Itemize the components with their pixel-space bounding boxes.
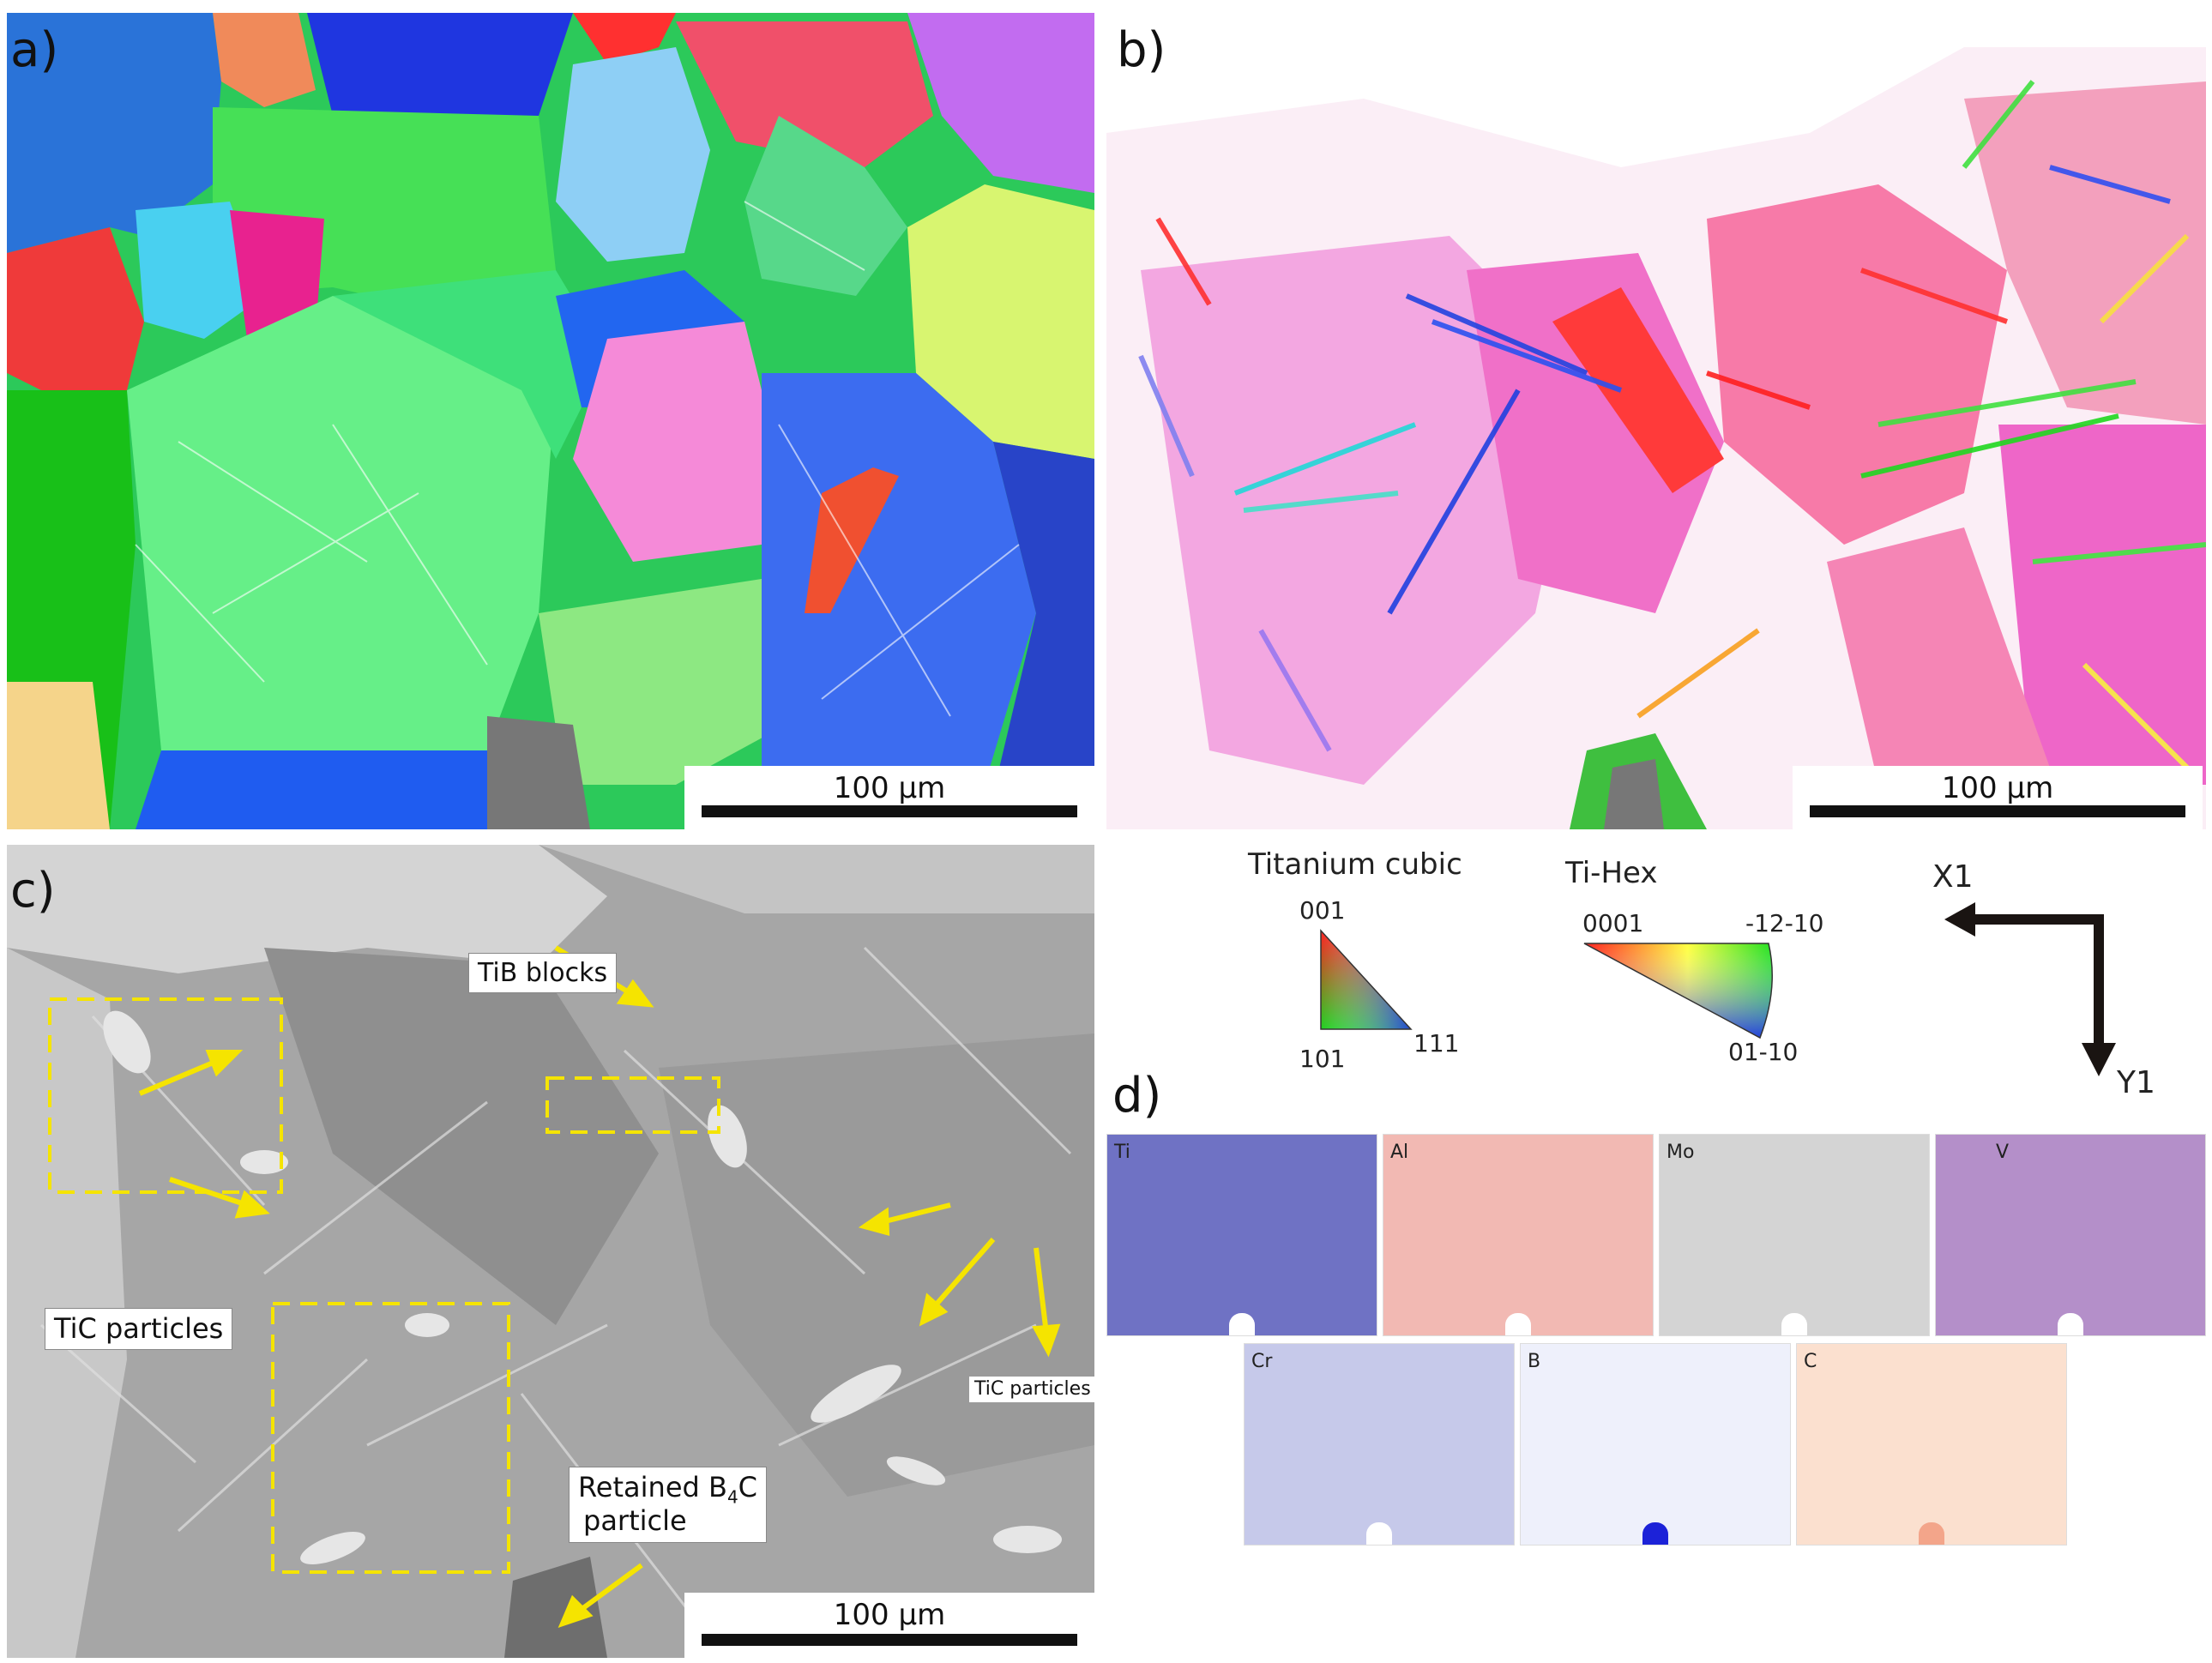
panel-b-scalebar-label: 100 μm <box>1941 771 2054 805</box>
panel-a-ebsd-map: a) 100 μm <box>7 13 1094 829</box>
eds-map-v-artifact <box>2058 1313 2083 1335</box>
panel-d-letter: d) <box>1112 1068 1162 1124</box>
panel-b-letter: b) <box>1117 22 1166 78</box>
retained-b4c-text-line2: particle <box>583 1504 687 1538</box>
tib-blocks-label: TiB blocks <box>468 953 618 993</box>
axis-x1-label: X1 <box>1932 859 1974 895</box>
hex-legend-0001: 0001 <box>1582 909 1644 937</box>
retained-b4c-text-pre: Retained B <box>578 1471 727 1503</box>
cubic-legend-111: 111 <box>1413 1029 1460 1057</box>
panel-c-scalebar: 100 μm <box>684 1593 1094 1658</box>
eds-map-al-artifact <box>1505 1313 1531 1335</box>
panel-b-grain-image <box>1106 47 2206 829</box>
panel-c-scalebar-label: 100 μm <box>833 1598 946 1632</box>
panel-b-ebsd-map: b) 100 μm <box>1106 13 2206 829</box>
cubic-legend-101: 101 <box>1299 1045 1346 1073</box>
panel-a-letter: a) <box>10 22 59 78</box>
eds-map-mo-artifact <box>1781 1313 1807 1335</box>
cubic-legend-001: 001 <box>1299 896 1346 925</box>
eds-map-c: C <box>1796 1343 2067 1546</box>
eds-map-al: Al <box>1383 1134 1654 1336</box>
eds-map-mo: Mo <box>1659 1134 1930 1336</box>
tic-particles-small-label: TiC particles <box>969 1377 1094 1403</box>
eds-map-v-label: V <box>1996 1142 2010 1163</box>
axis-y1-label: Y1 <box>2117 1065 2155 1100</box>
eds-map-b-particle <box>1642 1522 1668 1545</box>
cubic-legend-title: Titanium cubic <box>1248 847 1462 882</box>
eds-map-cr: Cr <box>1244 1343 1515 1546</box>
eds-map-al-label: Al <box>1390 1142 1409 1163</box>
panel-a-scalebar: 100 μm <box>684 766 1094 829</box>
eds-map-b-label: B <box>1528 1351 1541 1372</box>
retained-b4c-label: Retained B4C particle <box>569 1467 768 1543</box>
axes-arrows <box>1944 902 2116 1076</box>
panel-c-sem-image: c) TiB blocks TiC particles TiC particle… <box>7 845 1094 1658</box>
panel-a-grain-image <box>7 13 1094 829</box>
hex-legend-m12m10: -12-10 <box>1745 909 1824 937</box>
panel-c-letter: c) <box>10 863 56 919</box>
panel-a-scalebar-bar <box>702 805 1077 817</box>
panel-a-scalebar-label: 100 μm <box>833 771 946 805</box>
eds-map-cr-artifact <box>1366 1522 1392 1545</box>
panel-c-scalebar-bar <box>702 1634 1077 1646</box>
eds-map-mo-label: Mo <box>1667 1142 1695 1163</box>
eds-map-ti: Ti <box>1106 1134 1377 1336</box>
eds-map-b: B <box>1520 1343 1791 1546</box>
retained-b4c-text-post: C <box>738 1471 758 1503</box>
hex-legend-title: Ti-Hex <box>1565 856 1658 890</box>
eds-map-v: V <box>1935 1134 2206 1336</box>
eds-map-c-particle <box>1919 1522 1944 1545</box>
retained-b4c-subscript: 4 <box>726 1486 738 1508</box>
panel-b-scalebar-bar <box>1810 805 2185 817</box>
eds-map-ti-artifact <box>1229 1313 1255 1335</box>
eds-map-ti-label: Ti <box>1114 1142 1130 1163</box>
hex-legend-01m10: 01-10 <box>1728 1038 1799 1066</box>
eds-map-cr-label: Cr <box>1251 1351 1273 1372</box>
hex-ipf-sector <box>1583 943 1773 1039</box>
eds-map-c-label: C <box>1804 1351 1817 1372</box>
panel-b-scalebar: 100 μm <box>1793 766 2203 829</box>
cubic-ipf-triangle <box>1320 929 1413 1030</box>
tic-particles-label: TiC particles <box>45 1308 233 1351</box>
